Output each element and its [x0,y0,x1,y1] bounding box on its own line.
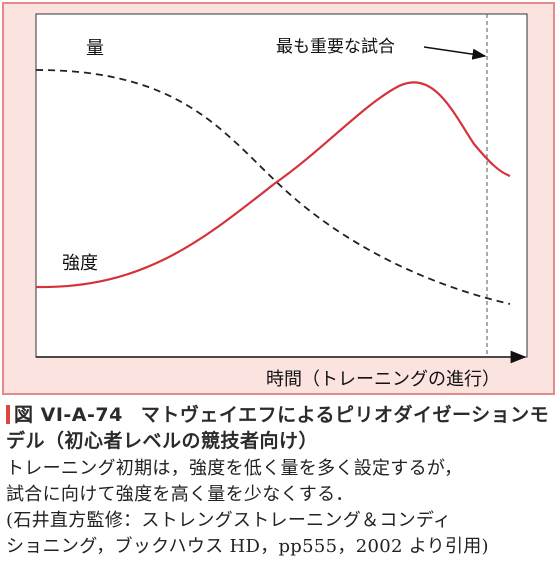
key-match-label: 最も重要な試合 [276,37,395,57]
caption-body: トレーニング初期は，強度を低く量を多く設定するが， 試合に向けて強度を高く量を少… [6,456,554,560]
caption-body-line-2: 試合に向けて強度を高く量を少なくする． [6,484,354,505]
caption-accent-bar [6,405,10,424]
x-axis-label: 時間（トレーニングの進行） [266,369,500,390]
figure-number: 図 VI-A-74 [14,404,123,426]
caption-source-line-2: ショニング，ブックハウス HD，pp555，2002 より引用) [6,536,489,557]
caption-title-block: 図 VI-A-74 マトヴェイエフによるピリオダイゼーションモデル（初心者レベルの… [6,402,554,454]
figure-frame: 量 強度 最も重要な試合 時間（トレーニングの進行） [2,2,555,395]
periodization-diagram: 量 強度 最も重要な試合 時間（トレーニングの進行） [35,13,528,390]
caption-title: マトヴェイエフによるピリオダイゼーションモデル（初心者レベルの競技者向け） [6,404,550,452]
volume-label: 量 [86,38,104,59]
key-match-pointer-arrow [423,46,487,60]
intensity-curve [35,81,511,289]
caption-body-line-1: トレーニング初期は，強度を低く量を多く設定するが， [6,458,463,479]
intensity-label: 強度 [62,253,98,274]
volume-curve [35,69,511,305]
caption-source-line-1: (石井直方監修：ストレングストレーニング＆コンディ [6,510,452,531]
figure-caption: 図 VI-A-74 マトヴェイエフによるピリオダイゼーションモデル（初心者レベルの… [6,402,554,560]
